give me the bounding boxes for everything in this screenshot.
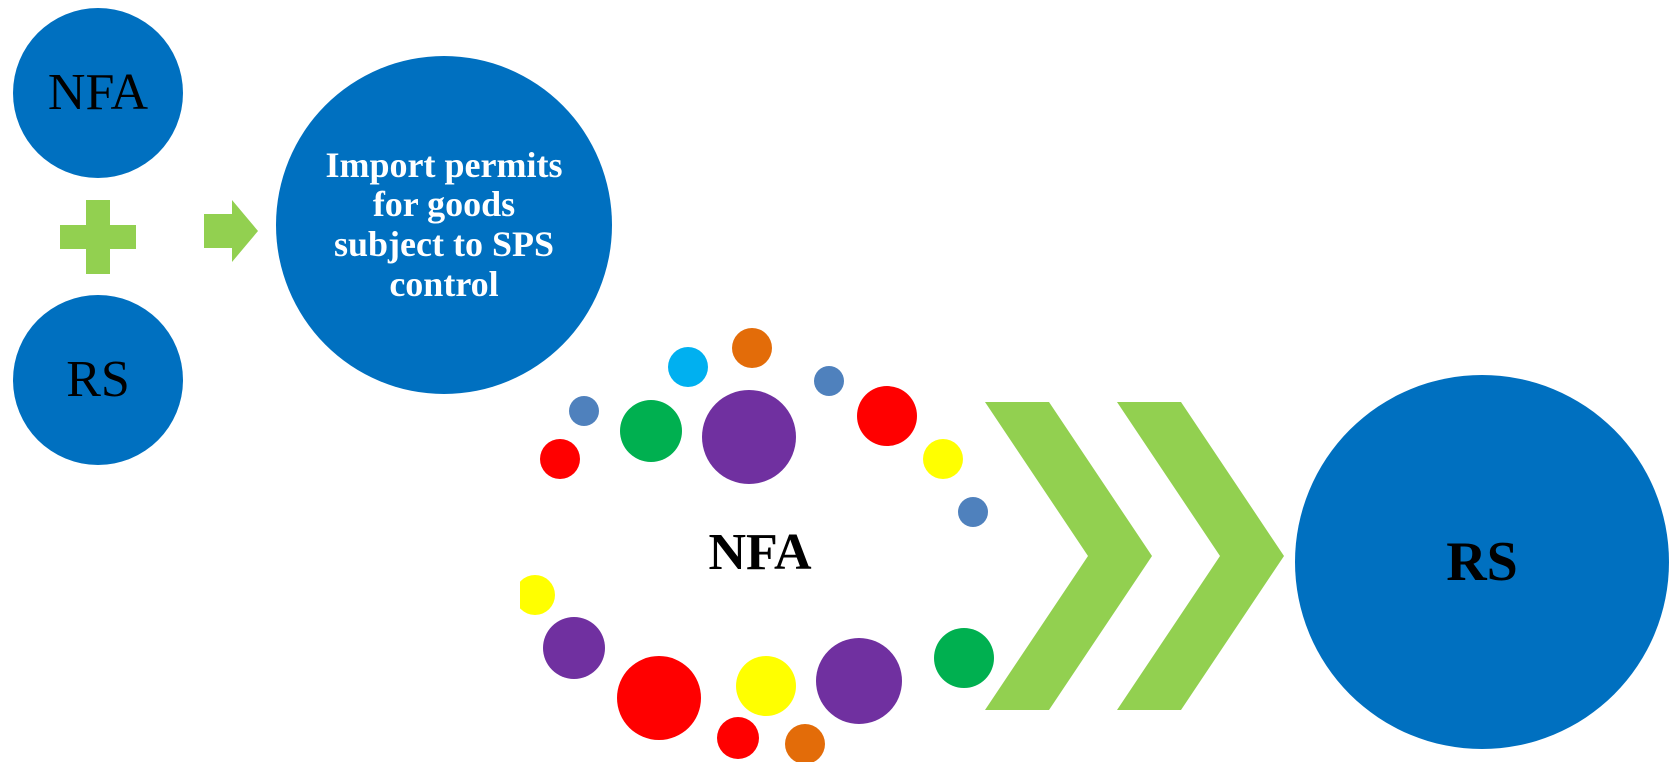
right-arrow-icon <box>204 200 258 262</box>
dot <box>702 390 796 484</box>
dot <box>814 366 844 396</box>
dot <box>958 497 988 527</box>
import-permits-label: Import permits for goods subject to SPS … <box>325 144 563 304</box>
dot <box>857 386 917 446</box>
dot <box>785 724 825 762</box>
nfa-label: NFA <box>47 64 149 121</box>
rs-label: RS <box>66 351 130 408</box>
dot <box>617 656 701 740</box>
double-chevron-icon <box>985 402 1284 710</box>
dot <box>520 575 555 615</box>
dot <box>816 638 902 724</box>
rs-circle-large: RS <box>1295 375 1669 749</box>
nfa-circle-small: NFA <box>13 8 183 178</box>
rs-large-label: RS <box>1446 531 1518 593</box>
dot <box>736 656 796 716</box>
dot <box>934 628 994 688</box>
dot <box>732 328 772 368</box>
dot <box>668 347 708 387</box>
chevron-left <box>985 402 1152 710</box>
dot <box>923 439 963 479</box>
import-permits-circle: Import permits for goods subject to SPS … <box>276 56 612 394</box>
dot <box>540 439 580 479</box>
nfa-center-label: NFA <box>708 524 812 581</box>
dot <box>620 400 682 462</box>
chevron-right <box>1117 402 1284 710</box>
rs-circle-small: RS <box>13 295 183 465</box>
dot <box>717 717 759 759</box>
plus-icon <box>60 200 136 274</box>
dot-ring <box>520 328 994 762</box>
dot <box>543 617 605 679</box>
dot <box>569 396 599 426</box>
